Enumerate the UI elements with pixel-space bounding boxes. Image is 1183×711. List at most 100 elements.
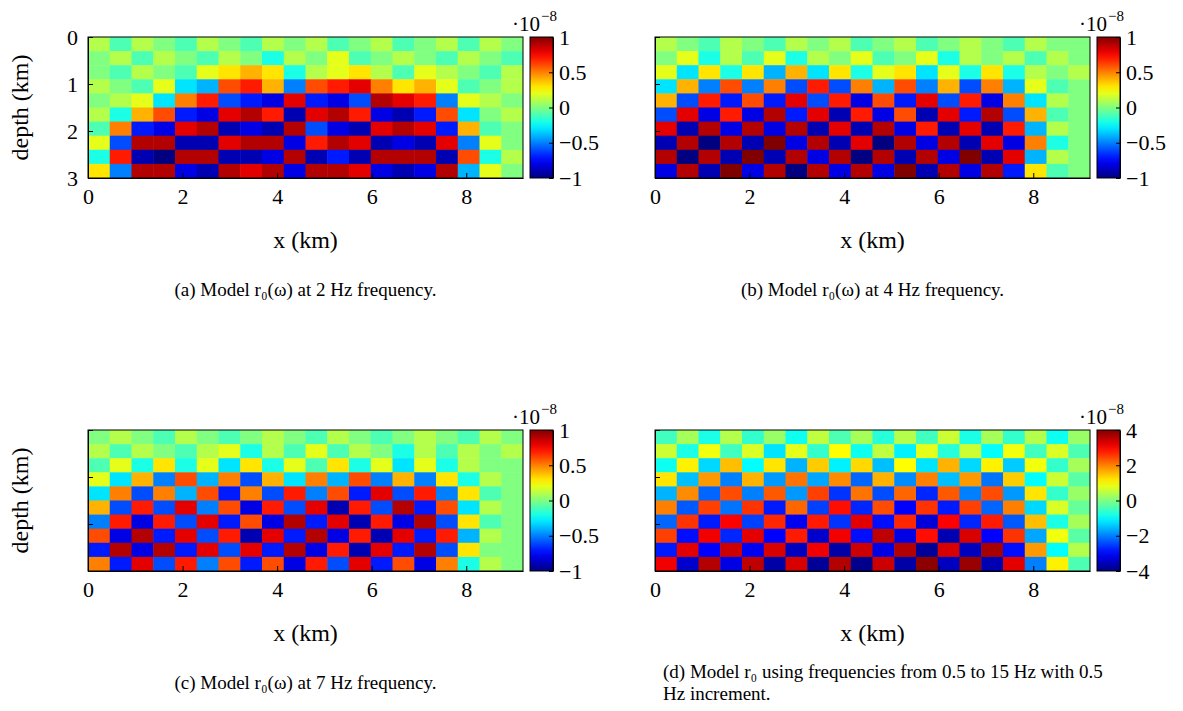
heat-cell	[1068, 430, 1090, 445]
heat-cell	[938, 150, 960, 165]
heat-cell	[153, 430, 175, 445]
tick	[655, 430, 660, 431]
tick-mark	[844, 173, 845, 178]
heat-cell	[829, 150, 851, 165]
heat-cell	[262, 79, 284, 94]
heat-cell	[764, 472, 786, 487]
heat-cell	[393, 108, 415, 123]
heat-cell	[458, 486, 480, 501]
heat-cell	[262, 65, 284, 80]
tick-mark	[655, 571, 660, 572]
heat-cell	[349, 472, 371, 487]
y-axis	[88, 431, 93, 572]
heat-cell	[480, 164, 502, 178]
heat-cell	[873, 51, 895, 66]
heat-cell	[349, 501, 371, 516]
heat-cell	[764, 515, 786, 530]
heat-cell	[175, 51, 197, 66]
heat-cell	[655, 37, 677, 52]
heat-cell	[829, 122, 851, 137]
colorbar-multiplier: ·10	[512, 12, 540, 36]
heat-cell	[88, 557, 110, 571]
heat-cell	[981, 486, 1003, 501]
heat-cell	[88, 430, 110, 445]
heat-cell	[284, 93, 306, 108]
heat-cell	[720, 557, 742, 571]
heat-cell	[786, 65, 808, 80]
heat-cell	[349, 430, 371, 445]
heat-cell	[655, 444, 677, 459]
heat-cell	[371, 122, 393, 137]
heat-cell	[807, 529, 829, 544]
heat-cell	[393, 79, 415, 94]
heat-cell	[742, 93, 764, 108]
heat-cell	[153, 108, 175, 123]
heat-cell	[873, 543, 895, 558]
heat-cell	[1068, 164, 1090, 178]
heat-cell	[153, 458, 175, 473]
tick-label: 0	[67, 25, 78, 50]
heat-cell	[894, 529, 916, 544]
heat-cell	[88, 136, 110, 151]
heat-cell	[414, 93, 436, 108]
heat-cell	[1047, 150, 1069, 165]
heat-cell	[981, 79, 1003, 94]
heat-cell	[807, 486, 829, 501]
tick: 0.5	[549, 453, 587, 478]
heat-cell	[764, 136, 786, 151]
heat-cell	[742, 430, 764, 445]
heat-cell	[916, 51, 938, 66]
heat-cell	[480, 150, 502, 165]
heat-cell	[720, 444, 742, 459]
heat-cell	[742, 150, 764, 165]
heat-cell	[851, 486, 873, 501]
heat-cell	[742, 529, 764, 544]
tick: −1	[549, 559, 582, 584]
heat-cell	[786, 543, 808, 558]
x-axis-title: x (km)	[840, 620, 905, 646]
heat-cell	[501, 472, 523, 487]
heat-cell	[699, 65, 721, 80]
heat-cell	[349, 37, 371, 52]
panel-caption: (b) Model r₀(ω) at 4 Hz frequency.	[741, 279, 1004, 301]
heat-cell	[219, 458, 241, 473]
tick-label: 6	[367, 184, 378, 209]
tick-mark	[88, 430, 93, 431]
heat-cell	[1047, 122, 1069, 137]
heat-cell	[938, 458, 960, 473]
tick-mark	[88, 37, 93, 38]
tick-mark	[655, 524, 660, 525]
tick: 0	[549, 95, 570, 120]
heat-cell	[786, 136, 808, 151]
heat-cell	[175, 108, 197, 123]
heat-cell	[807, 122, 829, 137]
heat-cell	[873, 529, 895, 544]
heat-cell	[1047, 529, 1069, 544]
plot-frame	[88, 37, 523, 178]
heat-cell	[1068, 79, 1090, 94]
heat-cell	[677, 122, 699, 137]
tick-mark	[549, 178, 553, 179]
heat-cell	[981, 93, 1003, 108]
heat-cell	[960, 37, 982, 52]
heat-cell	[436, 557, 458, 571]
colorbar-axis: −1−0.500.51	[549, 418, 599, 584]
heat-cell	[1025, 150, 1047, 165]
heat-cell	[1025, 557, 1047, 571]
heat-cell	[371, 501, 393, 516]
heat-cell	[414, 486, 436, 501]
heat-cell	[807, 51, 829, 66]
heat-cell	[764, 93, 786, 108]
heat-cell	[655, 543, 677, 558]
axis-line	[89, 571, 524, 572]
heat-cell	[829, 108, 851, 123]
heat-cell	[306, 543, 328, 558]
x-axis-title: x (km)	[840, 227, 905, 253]
heat-cell	[327, 93, 349, 108]
heat-cell	[786, 501, 808, 516]
heat-cell	[175, 79, 197, 94]
tick-mark	[1116, 37, 1120, 38]
heat-cell	[110, 164, 132, 178]
heat-cell	[742, 472, 764, 487]
colorbar-exponent: −8	[541, 401, 557, 417]
